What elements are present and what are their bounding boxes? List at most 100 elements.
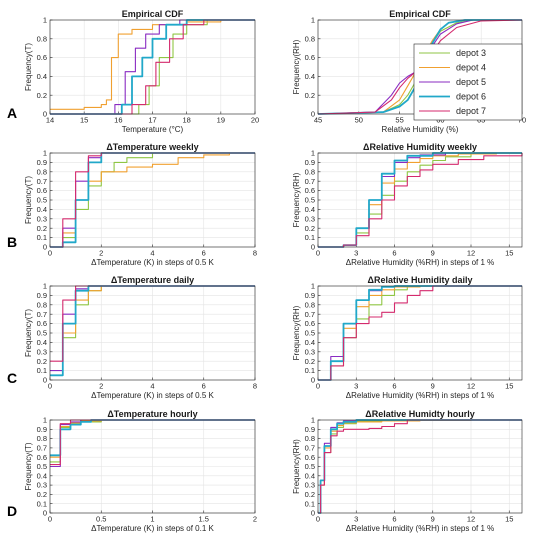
panel-a-left: 14 15 16 17 18 19 20 0 0.2 0.4 0.6 0.8 1 Empirical CD… [24, 9, 259, 134]
plot-frame [49, 19, 256, 115]
y-tick-label: 0.3 [305, 347, 315, 356]
plot-frame [49, 152, 256, 248]
y-tick-label: 0.3 [37, 481, 47, 490]
legend-label-depot-3: depot 3 [456, 48, 486, 58]
panel-c-left: 0 2 4 6 8 00.10.20.30.40.50.60.70.80.91 ΔTempe… [24, 275, 257, 400]
x-tick-label: 20 [251, 116, 259, 125]
y-tick-label: 0 [43, 376, 47, 385]
x-axis-label: ΔRelative Humidity (%RH) in steps of 1 % [346, 258, 495, 267]
y-tick-label: 0.4 [37, 471, 47, 480]
y-tick-label: 0.2 [305, 357, 315, 366]
y-tick-label: 0.1 [305, 233, 315, 242]
y-tick-label: 0.8 [305, 34, 315, 43]
x-axis-label: ΔTemperature (K) in steps of 0.5 K [91, 391, 214, 400]
chart-title: ΔRelative Humidty hourly [365, 409, 475, 419]
x-tick-label: 55 [395, 116, 403, 125]
y-tick-label: 0.3 [37, 214, 47, 223]
chart-title: ΔRelative Humidity weekly [363, 142, 477, 152]
row-label-a: A [7, 105, 17, 121]
series-line-depot-6 [318, 285, 522, 381]
y-tick-label: 0.1 [37, 366, 47, 375]
y-tick-label: 0.8 [305, 167, 315, 176]
x-tick-label: 6 [392, 249, 396, 258]
y-tick-label: 1 [43, 416, 47, 425]
legend-label-depot-4: depot 4 [456, 63, 486, 73]
legend-label-depot-6: depot 6 [456, 92, 486, 102]
x-tick-label: 1.5 [199, 515, 209, 524]
chart-title: ΔTemperature weekly [106, 142, 198, 152]
y-tick-label: 0.2 [37, 490, 47, 499]
y-tick-label: 0.9 [305, 158, 315, 167]
legend-label-depot-5: depot 5 [456, 77, 486, 87]
x-tick-label: 6 [202, 382, 206, 391]
y-tick-label: 0.8 [37, 167, 47, 176]
chart-title: ΔTemperature hourly [107, 409, 197, 419]
y-tick-label: 0.4 [37, 338, 47, 347]
panel-d-right: 0 3 6 9 12 15 00.10.20.30.40.50.60.70.80.91 ΔRe… [292, 409, 523, 533]
y-tick-label: 0 [43, 110, 47, 119]
x-tick-label: 17 [148, 116, 156, 125]
y-tick-label: 0.6 [305, 186, 315, 195]
x-axis-label: Temperature (°C) [122, 125, 184, 134]
series-line-depot-7 [318, 419, 522, 514]
x-tick-label: 3 [354, 515, 358, 524]
y-tick-label: 0.5 [305, 462, 315, 471]
x-tick-label: 0 [316, 515, 320, 524]
x-axis-label: ΔTemperature (K) in steps of 0.1 K [91, 524, 214, 533]
x-tick-label: 0.5 [96, 515, 106, 524]
x-tick-label: 50 [355, 116, 363, 125]
row-label-c: C [7, 370, 17, 386]
chart-title: Empirical CDF [122, 9, 184, 19]
series-line-depot-6 [50, 19, 255, 115]
y-tick-label: 0 [311, 243, 315, 252]
x-tick-label: 12 [467, 515, 475, 524]
y-tick-label: 1 [43, 16, 47, 25]
x-tick-label: 16 [114, 116, 122, 125]
x-axis-label: Relative Humidity (%) [382, 125, 459, 134]
x-axis-label: ΔRelative Humidity (%RH) in steps of 1 % [346, 524, 495, 533]
x-tick-label: 18 [182, 116, 190, 125]
y-tick-label: 0 [43, 509, 47, 518]
x-tick-label: 2 [99, 249, 103, 258]
x-axis-label: ΔRelative Humidity (%RH) in steps of 1 % [346, 391, 495, 400]
x-tick-label: 45 [314, 116, 322, 125]
y-tick-label: 0.2 [37, 91, 47, 100]
legend-label-depot-7: depot 7 [456, 106, 486, 116]
y-tick-label: 0.7 [305, 444, 315, 453]
y-tick-label: 0.7 [305, 177, 315, 186]
panel-c-right: 0 3 6 9 12 15 00.10.20.30.40.50.60.70.80.91 ΔRe… [292, 275, 523, 400]
x-tick-label: 0 [316, 249, 320, 258]
y-axis-label: Frequency(RH) [292, 39, 301, 94]
x-tick-label: 15 [80, 116, 88, 125]
y-tick-label: 0.6 [37, 453, 47, 462]
y-tick-label: 0.4 [305, 72, 315, 81]
x-tick-label: 0 [48, 515, 52, 524]
y-tick-label: 0.3 [37, 347, 47, 356]
x-tick-label: 12 [467, 382, 475, 391]
series-line-depot-7 [50, 19, 255, 115]
row-label-d: D [7, 503, 17, 519]
y-axis-label: Frequency(RH) [292, 172, 301, 227]
series-line-depot-7 [318, 285, 522, 381]
y-tick-label: 0.5 [37, 329, 47, 338]
y-tick-label: 0.9 [305, 291, 315, 300]
y-tick-label: 0.1 [305, 366, 315, 375]
plot-frame [317, 285, 523, 381]
x-tick-label: 14 [46, 116, 54, 125]
plot-frame [49, 285, 256, 381]
x-tick-label: 6 [202, 249, 206, 258]
y-tick-label: 1 [43, 282, 47, 291]
row-label-b: B [7, 234, 17, 250]
y-tick-label: 0 [311, 376, 315, 385]
chart-title: Empirical CDF [389, 9, 451, 19]
y-tick-label: 0.6 [305, 319, 315, 328]
plot-frame [49, 419, 256, 514]
y-tick-label: 0.3 [305, 214, 315, 223]
y-tick-label: 1 [311, 282, 315, 291]
x-tick-label: 19 [217, 116, 225, 125]
chart-title: ΔRelative Humidity daily [368, 275, 473, 285]
y-tick-label: 0.2 [305, 224, 315, 233]
y-tick-label: 0.2 [37, 224, 47, 233]
x-tick-label: 2 [99, 382, 103, 391]
